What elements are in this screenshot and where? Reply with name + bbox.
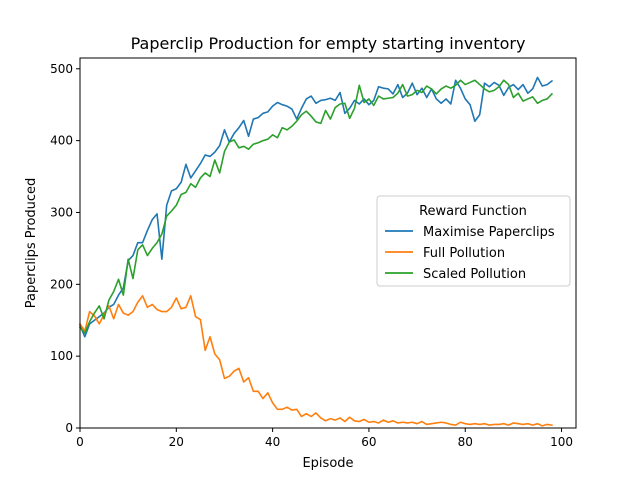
series-line-maximise-paperclips xyxy=(78,76,554,338)
y-tick-label: 0 xyxy=(65,421,73,435)
legend-label-maximise-paperclips: Maximise Paperclips xyxy=(423,225,555,240)
chart-title: Paperclip Production for empty starting … xyxy=(131,34,526,53)
x-axis-ticks: 0 20 40 60 80 100 xyxy=(76,428,573,449)
plot-lines xyxy=(78,76,554,427)
y-axis-ticks: 0 100 200 300 400 500 xyxy=(50,62,80,435)
legend-box xyxy=(376,195,571,287)
y-tick-label: 500 xyxy=(50,62,73,76)
series-line-full-pollution xyxy=(78,295,553,427)
legend-label-full-pollution: Full Pollution xyxy=(423,246,505,261)
axes-frame xyxy=(79,57,577,429)
series-line-scaled-pollution xyxy=(78,79,554,334)
legend: Reward Function Maximise Paperclips Full … xyxy=(376,195,571,287)
x-tick-label: 40 xyxy=(265,435,280,449)
legend-label-scaled-pollution: Scaled Pollution xyxy=(423,267,526,282)
legend-title: Reward Function xyxy=(419,204,527,219)
x-axis-label: Episode xyxy=(302,456,353,471)
x-tick-label: 100 xyxy=(550,435,573,449)
x-tick-label: 20 xyxy=(169,435,184,449)
y-tick-label: 200 xyxy=(50,277,73,291)
legend-entries: Maximise Paperclips Full Pollution Scaled … xyxy=(385,225,555,282)
y-tick-label: 400 xyxy=(50,134,73,148)
x-tick-label: 80 xyxy=(458,435,473,449)
x-tick-label: 0 xyxy=(76,435,84,449)
y-tick-label: 100 xyxy=(50,349,73,363)
y-tick-label: 300 xyxy=(50,205,73,219)
y-axis-label: Paperclips Produced xyxy=(24,178,39,309)
x-tick-label: 60 xyxy=(361,435,376,449)
